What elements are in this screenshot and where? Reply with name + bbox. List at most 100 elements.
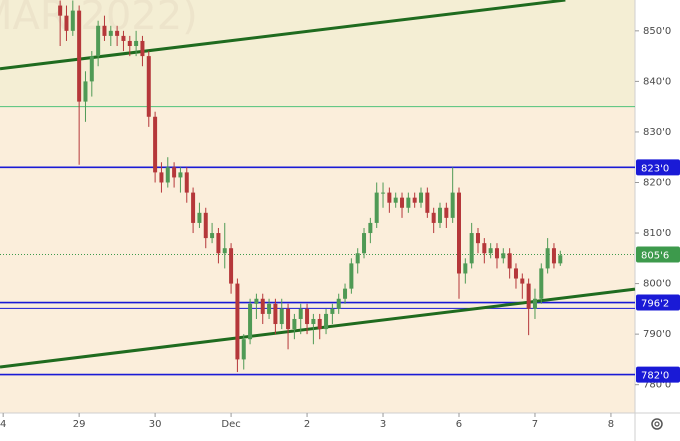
candle-body xyxy=(469,233,474,264)
candle-body xyxy=(279,308,284,325)
candle-body xyxy=(362,233,367,254)
candle-body xyxy=(349,263,354,289)
candle-body xyxy=(298,308,303,319)
candle-body xyxy=(89,56,94,82)
candle-body xyxy=(488,248,493,254)
candle-body xyxy=(108,30,113,36)
candle-body xyxy=(260,298,265,314)
candle-body xyxy=(520,278,525,284)
candle-body xyxy=(134,40,139,47)
candle-body xyxy=(203,212,208,239)
candle-body xyxy=(406,197,411,208)
candle-body xyxy=(229,248,234,284)
upper-zone xyxy=(0,0,635,107)
candle-body xyxy=(374,192,379,223)
x-tick-label: 7 xyxy=(532,419,538,430)
candle-body xyxy=(400,197,405,208)
candle-body xyxy=(197,212,202,223)
level-label-box xyxy=(636,159,680,176)
candle-body xyxy=(153,116,158,173)
candle-body xyxy=(58,5,63,16)
candle-body xyxy=(444,207,449,218)
candle-body xyxy=(115,30,120,36)
candle-body xyxy=(513,268,518,279)
y-tick-label: 820'0 xyxy=(643,177,671,188)
candle-body xyxy=(558,255,563,264)
candle-body xyxy=(412,197,417,203)
candle-body xyxy=(368,222,373,234)
candle-body xyxy=(438,207,443,223)
x-tick-label: 6 xyxy=(456,419,462,430)
candle-body xyxy=(456,192,461,274)
x-tick-label: 8 xyxy=(608,419,614,430)
y-tick-label: 780'0 xyxy=(643,380,671,391)
level-label-box xyxy=(636,366,680,383)
candle-body xyxy=(184,172,189,193)
candle-body xyxy=(324,313,329,330)
candle-body xyxy=(343,288,348,299)
candle-body xyxy=(64,15,69,31)
candle-body xyxy=(70,10,75,31)
candle-body xyxy=(146,56,151,117)
candle-body xyxy=(463,263,468,274)
candle-body xyxy=(431,212,436,223)
candle-body xyxy=(216,233,221,254)
candle-body xyxy=(165,167,170,183)
candle-body xyxy=(545,248,550,269)
time-axis xyxy=(0,413,635,441)
candle-body xyxy=(254,298,259,304)
candle-body xyxy=(96,25,101,57)
candle-body xyxy=(336,298,341,309)
candle-body xyxy=(83,81,88,102)
y-tick-label: 840'0 xyxy=(643,76,671,87)
candle-body xyxy=(140,40,145,57)
candle-body xyxy=(292,318,297,330)
candle-body xyxy=(317,318,322,330)
candle-body xyxy=(393,197,398,203)
candle-body xyxy=(551,248,556,264)
level-label: 805'6 xyxy=(641,251,669,262)
candle-body xyxy=(419,192,424,203)
candle-body xyxy=(191,192,196,223)
candle-body xyxy=(330,308,335,314)
level-label-box xyxy=(636,294,680,311)
settings-icon[interactable] xyxy=(651,418,663,430)
candle-body xyxy=(267,303,272,314)
trend-line xyxy=(0,0,566,71)
candle-body xyxy=(210,233,215,239)
candle-body xyxy=(425,192,430,213)
candle-body xyxy=(450,192,455,218)
x-tick-label: 3 xyxy=(380,419,386,430)
candle-body xyxy=(526,283,531,309)
candle-body xyxy=(475,233,480,244)
candle-body xyxy=(286,308,291,330)
candle-body xyxy=(248,303,253,340)
candle-body xyxy=(102,25,107,36)
candle-body xyxy=(127,40,132,47)
candle-body xyxy=(381,192,386,194)
candle-body xyxy=(172,167,177,178)
x-tick-label: Dec xyxy=(221,419,240,430)
candle-body xyxy=(539,268,544,299)
x-tick-label: 4 xyxy=(0,419,6,430)
candle-body xyxy=(532,298,537,309)
candle-body xyxy=(507,253,512,269)
candle-body xyxy=(235,283,240,360)
candle-body xyxy=(501,253,506,259)
candle-body xyxy=(305,308,310,325)
candle-body xyxy=(311,318,316,325)
candle-body xyxy=(387,192,392,203)
candle-body xyxy=(121,35,126,41)
candle-body xyxy=(241,339,246,360)
level-label: 823'0 xyxy=(641,163,669,174)
x-tick-label: 30 xyxy=(149,419,162,430)
candle-body xyxy=(77,10,82,102)
x-tick-label: 2 xyxy=(304,419,310,430)
y-tick-label: 830'0 xyxy=(643,127,671,138)
level-label: 796'2 xyxy=(641,299,669,310)
candle-body xyxy=(355,253,360,264)
level-label-box xyxy=(636,246,680,263)
candle-body xyxy=(273,303,278,325)
candle-body xyxy=(178,172,183,178)
